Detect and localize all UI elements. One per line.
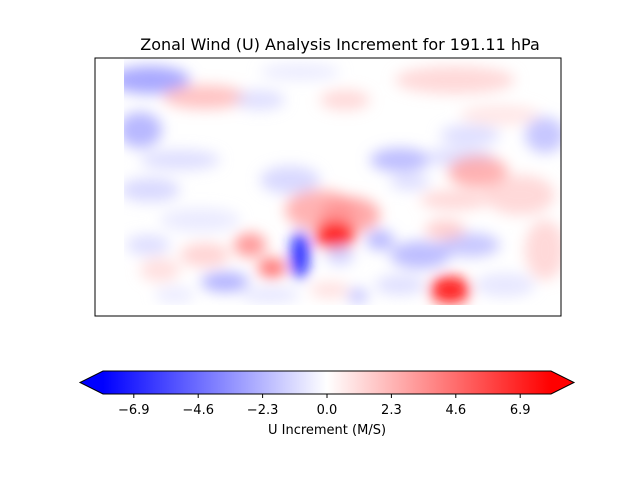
colorbar-tick-label: 2.3 — [381, 403, 402, 418]
negative-increment-cell — [235, 90, 285, 110]
colorbar-tick-label: 0.0 — [317, 403, 338, 418]
negative-increment-cell — [348, 288, 368, 304]
colorbar-tick-label: −2.3 — [247, 403, 279, 418]
negative-increment-cell — [375, 275, 425, 295]
positive-increment-cell — [310, 282, 350, 298]
colorbar-tick-label: −6.9 — [118, 403, 150, 418]
chart-title: Zonal Wind (U) Analysis Increment for 19… — [140, 35, 540, 54]
negative-increment-cell — [260, 166, 320, 194]
colorbar: −6.9 −4.6 −2.3 0.0 2.3 4.6 6.9 U Increment (M/… — [78, 370, 576, 438]
colorbar-tick-label: 4.6 — [445, 403, 466, 418]
colorbar-gradient — [103, 371, 551, 394]
positive-increment-cell — [163, 85, 247, 109]
plot-area — [94, 57, 562, 317]
negative-increment-cell — [240, 287, 300, 303]
positive-increment-cell — [448, 156, 508, 188]
negative-increment-cell — [260, 64, 340, 80]
negative-increment-cell — [390, 174, 430, 190]
positive-increment-cell — [460, 105, 540, 125]
colorbar-extend-max — [551, 371, 574, 394]
positive-increment-cell — [315, 221, 355, 249]
negative-increment-cell — [124, 178, 180, 202]
negative-increment-cell — [366, 230, 394, 250]
colorbar-label: U Increment (M/S) — [268, 423, 386, 438]
positive-increment-cell — [395, 66, 515, 94]
negative-increment-cell — [390, 241, 450, 269]
negative-increment-cell — [201, 272, 249, 292]
positive-increment-cell — [525, 220, 561, 280]
negative-increment-cell — [124, 66, 190, 94]
negative-increment-cell — [475, 273, 535, 297]
negative-increment-cell — [370, 148, 430, 172]
positive-increment-cell — [234, 233, 266, 257]
negative-increment-cell — [440, 233, 500, 257]
positive-increment-cell — [420, 190, 490, 210]
positive-increment-cell — [258, 258, 286, 278]
colorbar-outline — [78, 370, 576, 395]
positive-increment-cell — [180, 243, 230, 267]
increment-field — [124, 64, 561, 304]
positive-increment-cell — [320, 90, 370, 110]
positive-increment-cell — [140, 258, 180, 282]
plot-frame — [94, 57, 562, 317]
negative-increment-cell — [155, 287, 195, 303]
negative-increment-cell — [126, 235, 170, 255]
negative-increment-cell — [160, 208, 240, 232]
negative-increment-cell — [525, 117, 561, 153]
colorbar-extend-min — [80, 371, 103, 394]
positive-increment-cell — [425, 220, 465, 240]
colorbar-ticks: −6.9 −4.6 −2.3 0.0 2.3 4.6 6.9 — [118, 394, 531, 418]
colorbar-tick-label: 6.9 — [510, 403, 531, 418]
negative-increment-cell — [124, 112, 162, 148]
positive-increment-cell — [430, 276, 470, 304]
positive-increment-cell — [485, 175, 555, 215]
negative-increment-cell — [140, 150, 220, 170]
colorbar-tick-label: −4.6 — [182, 403, 214, 418]
negative-increment-cell — [440, 125, 500, 145]
negative-increment-cell — [326, 245, 354, 265]
negative-increment-cell — [291, 231, 309, 279]
